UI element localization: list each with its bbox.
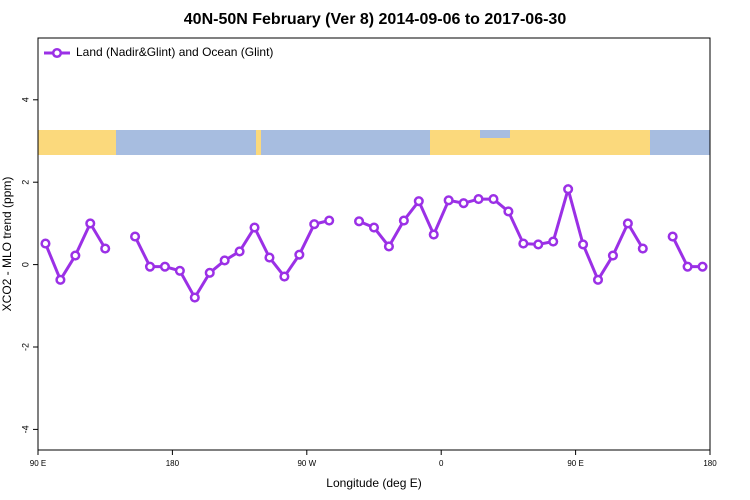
x-axis-label: Longitude (deg E) — [326, 476, 421, 490]
point — [324, 215, 335, 226]
point — [607, 250, 618, 261]
point — [174, 265, 185, 276]
point — [234, 246, 245, 257]
point — [413, 196, 424, 207]
land — [256, 130, 261, 155]
point — [592, 274, 604, 285]
x-tick-label: 180 — [166, 459, 180, 468]
point — [70, 250, 81, 261]
point — [667, 231, 678, 242]
point — [548, 236, 559, 247]
point — [697, 261, 708, 272]
x-tick-label: 0 — [439, 459, 444, 468]
point — [428, 229, 439, 240]
point — [354, 216, 365, 227]
point — [219, 255, 230, 266]
point — [637, 243, 648, 254]
y-tick-label: 4 — [20, 97, 30, 102]
point — [130, 231, 141, 242]
point — [40, 238, 51, 249]
point — [443, 195, 454, 206]
point — [368, 222, 380, 233]
y-axis-label: XCO2 - MLO trend (ppm) — [0, 177, 14, 312]
point — [100, 243, 111, 254]
point — [383, 241, 394, 252]
point — [189, 292, 200, 303]
point — [518, 238, 529, 249]
point — [159, 261, 170, 272]
point — [533, 239, 544, 250]
point — [503, 206, 514, 217]
y-tick-label: 2 — [20, 180, 30, 185]
point — [85, 218, 96, 229]
point — [309, 219, 320, 230]
chart-title: 40N-50N February (Ver 8) 2014-09-06 to 2… — [184, 11, 567, 28]
plot-frame — [37, 37, 711, 451]
point — [279, 271, 290, 282]
point — [563, 184, 574, 195]
sea — [480, 130, 510, 138]
point — [294, 249, 305, 260]
x-tick-label: 180 — [703, 459, 717, 468]
series-line — [44, 183, 703, 301]
point — [398, 215, 409, 226]
y-tick-label: -2 — [20, 343, 30, 351]
point — [458, 198, 469, 209]
point — [473, 194, 484, 205]
point — [264, 252, 275, 263]
point — [144, 261, 156, 272]
point — [622, 218, 633, 229]
x-tick-label: 90 W — [297, 459, 316, 468]
x-tick-label: 90 E — [567, 459, 583, 468]
point — [55, 274, 66, 285]
y-tick-label: 0 — [20, 262, 30, 267]
point — [488, 194, 499, 205]
point — [249, 222, 260, 233]
point — [204, 267, 215, 278]
y-tick-label: -4 — [20, 425, 30, 433]
land — [430, 130, 650, 155]
point — [682, 261, 693, 272]
legend-label: Land (Nadir&Glint) and Ocean (Glint) — [76, 45, 273, 59]
x-tick-label: 90 E — [30, 459, 46, 468]
land — [38, 130, 116, 155]
map-strip — [38, 130, 710, 155]
legend-marker — [51, 47, 63, 59]
point — [578, 239, 589, 250]
